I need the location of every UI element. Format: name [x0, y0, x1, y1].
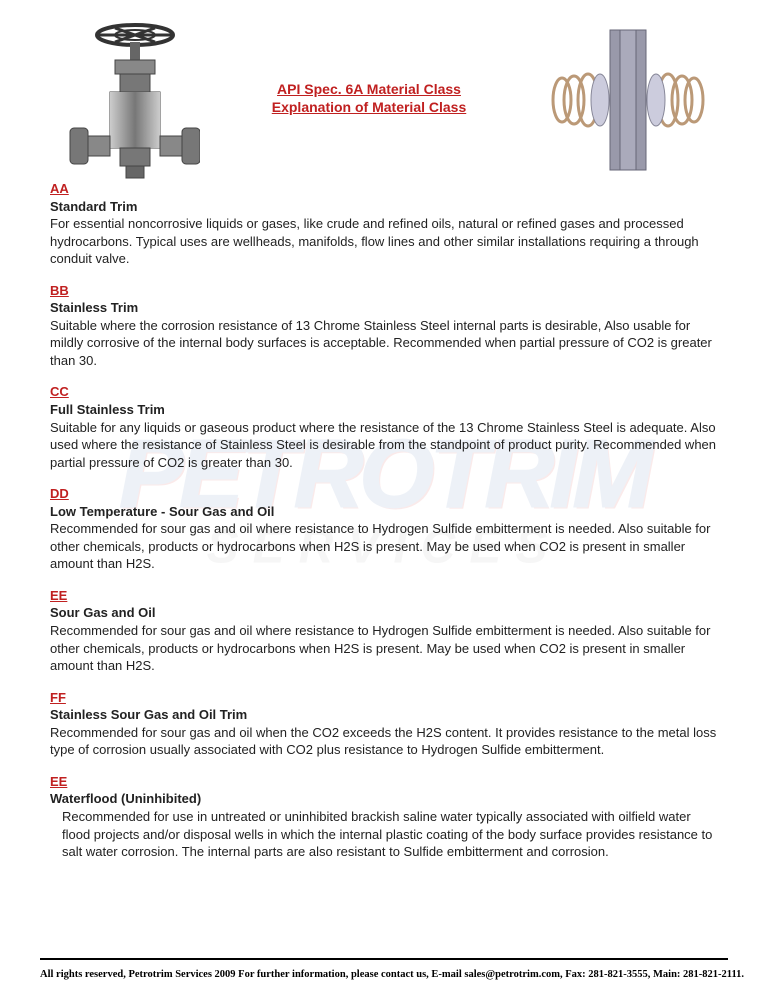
header-row: API Spec. 6A Material Class Explanation …	[50, 20, 718, 190]
title-block: API Spec. 6A Material Class Explanation …	[200, 20, 538, 116]
code-CC: CC	[50, 384, 69, 399]
subtitle-FF: Stainless Sour Gas and Oil Trim	[50, 707, 247, 722]
subtitle-EE: Sour Gas and Oil	[50, 605, 155, 620]
footer-divider	[40, 958, 728, 960]
code-FF: FF	[50, 690, 66, 705]
subtitle-EE2: Waterflood (Uninhibited)	[50, 791, 201, 806]
title-line-1: API Spec. 6A Material Class	[200, 80, 538, 98]
code-EE: EE	[50, 588, 67, 603]
desc-BB: Suitable where the corrosion resistance …	[50, 318, 712, 368]
desc-EE2: Recommended for use in untreated or unin…	[50, 808, 718, 861]
subtitle-DD: Low Temperature - Sour Gas and Oil	[50, 504, 274, 519]
desc-FF: Recommended for sour gas and oil when th…	[50, 725, 716, 758]
section-CC: CC Full Stainless Trim Suitable for any …	[50, 383, 718, 471]
section-FF: FF Stainless Sour Gas and Oil Trim Recom…	[50, 689, 718, 759]
subtitle-BB: Stainless Trim	[50, 300, 138, 315]
title-line-2: Explanation of Material Class	[200, 98, 538, 116]
code-BB: BB	[50, 283, 69, 298]
content: AA Standard Trim For essential noncorros…	[50, 180, 718, 861]
seal-illustration	[538, 20, 718, 180]
section-DD: DD Low Temperature - Sour Gas and Oil Re…	[50, 485, 718, 573]
footer-text: All rights reserved, Petrotrim Services …	[40, 969, 728, 980]
valve-illustration	[50, 20, 200, 190]
subtitle-CC: Full Stainless Trim	[50, 402, 165, 417]
subtitle-AA: Standard Trim	[50, 199, 137, 214]
desc-CC: Suitable for any liquids or gaseous prod…	[50, 420, 716, 470]
document-page: PETROTRIM SERVICES	[0, 0, 768, 994]
desc-AA: For essential noncorrosive liquids or ga…	[50, 216, 699, 266]
section-BB: BB Stainless Trim Suitable where the cor…	[50, 282, 718, 370]
code-EE2: EE	[50, 774, 67, 789]
section-EE2: EE Waterflood (Uninhibited) Recommended …	[50, 773, 718, 861]
section-AA: AA Standard Trim For essential noncorros…	[50, 180, 718, 268]
desc-DD: Recommended for sour gas and oil where r…	[50, 521, 710, 571]
code-DD: DD	[50, 486, 69, 501]
code-AA: AA	[50, 181, 69, 196]
desc-EE: Recommended for sour gas and oil where r…	[50, 623, 710, 673]
section-EE: EE Sour Gas and Oil Recommended for sour…	[50, 587, 718, 675]
